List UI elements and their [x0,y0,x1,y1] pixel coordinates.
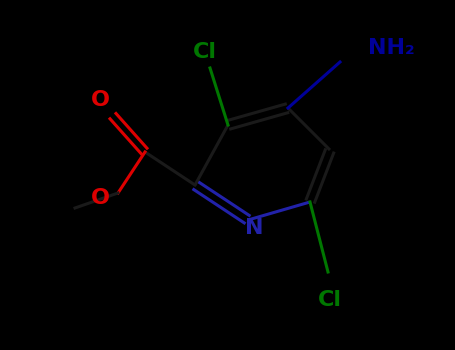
Text: NH₂: NH₂ [368,38,415,58]
Text: O: O [91,90,110,110]
Text: O: O [91,188,110,208]
Text: N: N [245,218,263,238]
Text: Cl: Cl [318,290,342,310]
Text: Cl: Cl [193,42,217,62]
